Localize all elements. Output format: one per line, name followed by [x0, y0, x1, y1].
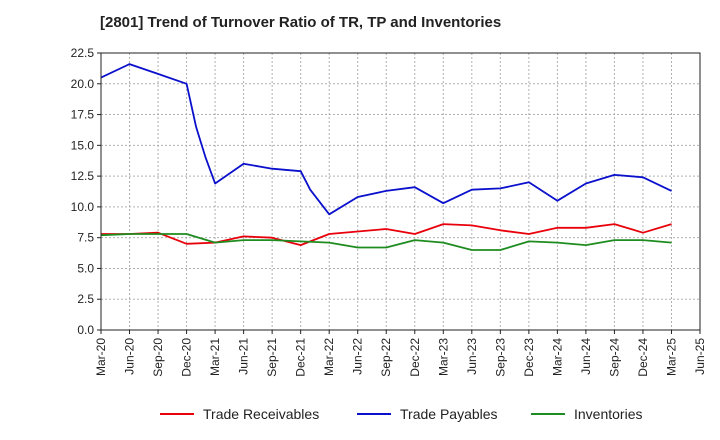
x-tick-label: Sep-24 — [607, 338, 621, 377]
y-axis-ticks: 0.0 2.5 5.0 7.5 10.0 12.5 15.0 17.5 20.0 22.5 — [71, 46, 101, 337]
x-tick-label: Mar-25 — [664, 338, 678, 376]
x-tick-label: Jun-25 — [693, 338, 707, 375]
y-tick-label: 7.5 — [77, 231, 94, 245]
x-tick-label: Dec-23 — [522, 338, 536, 377]
y-tick-label: 22.5 — [71, 46, 95, 60]
x-tick-label: Jun-24 — [579, 338, 593, 375]
series-line-inventories — [100, 233, 672, 251]
y-tick-label: 5.0 — [77, 261, 94, 275]
legend: Trade Receivables Trade Payables Inventori… — [160, 406, 642, 422]
y-tick-label: 10.0 — [71, 200, 95, 214]
legend-label: Trade Payables — [400, 406, 498, 422]
x-tick-label: Dec-20 — [180, 338, 194, 377]
x-tick-label: Sep-22 — [379, 338, 393, 377]
series-line-trade-receivables — [101, 223, 672, 247]
x-tick-label: Sep-20 — [151, 338, 165, 377]
x-tick-label: Mar-22 — [322, 338, 336, 376]
chart-title: [2801] Trend of Turnover Ratio of TR, TP… — [100, 14, 502, 31]
x-tick-label: Dec-22 — [408, 338, 422, 377]
x-axis-ticks: Mar-20 Jun-20 Sep-20 Dec-20 Mar-21 Jun-21 Sep-… — [94, 330, 707, 377]
x-tick-label: Sep-23 — [493, 338, 507, 377]
x-tick-label: Mar-20 — [94, 338, 108, 376]
legend-label: Inventories — [574, 406, 642, 422]
x-tick-label: Mar-21 — [208, 338, 222, 376]
series-lines — [100, 63, 672, 251]
y-tick-label: 0.0 — [77, 323, 94, 337]
x-tick-label: Dec-24 — [636, 338, 650, 377]
x-tick-label: Mar-24 — [550, 338, 564, 376]
x-tick-label: Jun-21 — [237, 338, 251, 375]
x-tick-label: Jun-23 — [465, 338, 479, 375]
legend-label: Trade Receivables — [203, 406, 319, 422]
x-tick-label: Sep-21 — [265, 338, 279, 377]
y-tick-label: 20.0 — [71, 77, 95, 91]
x-tick-label: Jun-20 — [123, 338, 137, 375]
series-line-trade-payables — [100, 63, 672, 216]
y-tick-label: 2.5 — [77, 292, 94, 306]
x-tick-label: Dec-21 — [294, 338, 308, 377]
y-tick-label: 12.5 — [71, 169, 95, 183]
x-tick-label: Jun-22 — [351, 338, 365, 375]
plot-area-frame — [100, 52, 701, 331]
y-tick-label: 15.0 — [71, 138, 95, 152]
x-tick-label: Mar-23 — [436, 338, 450, 376]
y-tick-label: 17.5 — [71, 108, 95, 122]
grid-lines — [100, 52, 701, 331]
